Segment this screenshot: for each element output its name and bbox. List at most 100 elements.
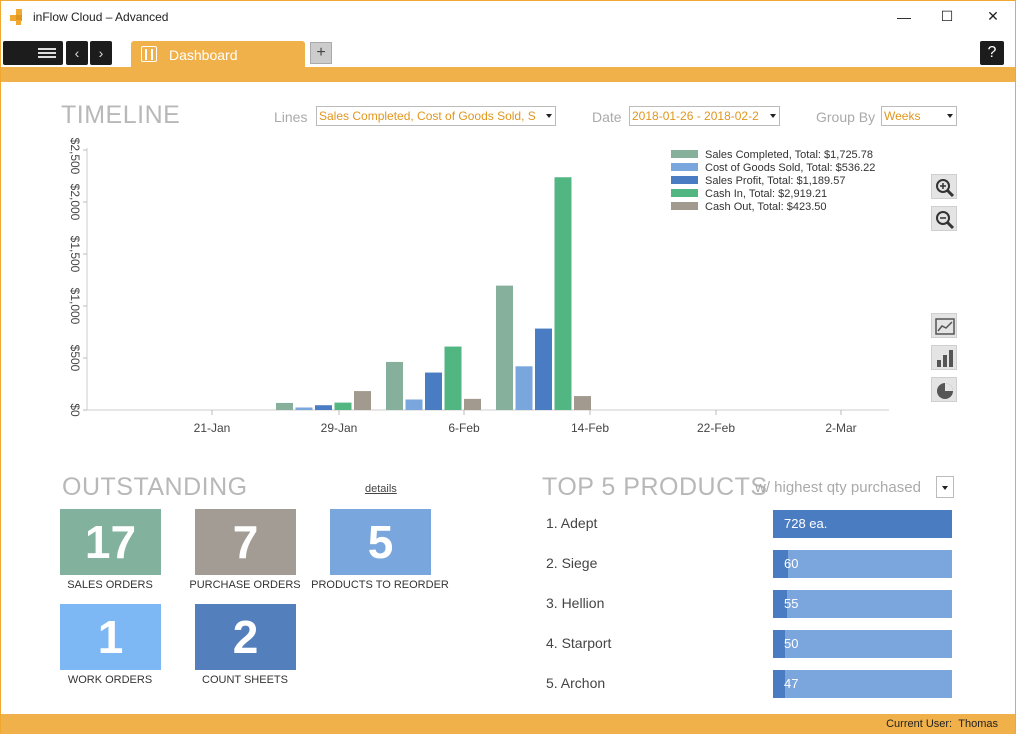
products-to-reorder-tile[interactable]: 5 bbox=[330, 509, 431, 575]
x-tick-label: 14-Feb bbox=[571, 421, 609, 435]
bar bbox=[315, 405, 332, 410]
x-tick-label: 21-Jan bbox=[194, 421, 231, 435]
pie-chart-icon bbox=[937, 383, 953, 399]
current-user-name: Thomas bbox=[958, 718, 998, 730]
y-tick-label: $1,000 bbox=[68, 288, 82, 325]
product-qty: 60 bbox=[784, 556, 799, 571]
bar bbox=[515, 366, 533, 410]
y-tick-label: $500 bbox=[68, 345, 82, 372]
purchase-orders-tile[interactable]: 7 bbox=[195, 509, 296, 575]
pie-chart-button[interactable] bbox=[931, 377, 957, 402]
products-to-reorder-label: PRODUCTS TO REORDER bbox=[311, 579, 449, 591]
line-chart-icon bbox=[935, 318, 955, 335]
legend-label: Sales Completed, Total: $1,725.78 bbox=[705, 149, 873, 161]
help-button[interactable]: ? bbox=[980, 41, 1004, 65]
x-tick-label: 22-Feb bbox=[697, 421, 735, 435]
x-tick-label: 6-Feb bbox=[448, 421, 480, 435]
legend-label: Cost of Goods Sold, Total: $536.22 bbox=[705, 162, 875, 174]
count-sheets-tile[interactable]: 2 bbox=[195, 604, 296, 670]
product-qty: 50 bbox=[784, 636, 799, 651]
legend-label: Cash Out, Total: $423.50 bbox=[705, 201, 827, 213]
legend-swatch bbox=[671, 163, 698, 171]
group-by-label: Group By bbox=[816, 109, 876, 125]
product-bar-fill bbox=[773, 550, 788, 578]
lines-select-value: Sales Completed, Cost of Goods Sold, S bbox=[319, 109, 536, 123]
forward-button[interactable]: › bbox=[90, 41, 112, 65]
product-name: 3. Hellion bbox=[546, 595, 605, 611]
date-select[interactable]: 2018-01-26 - 2018-02-2 bbox=[629, 106, 780, 126]
y-tick-label: $0 bbox=[68, 403, 82, 417]
product-bar-fill bbox=[773, 670, 785, 698]
product-bar[interactable]: 60 bbox=[773, 550, 952, 578]
back-button[interactable]: ‹ bbox=[66, 41, 88, 65]
product-name: 2. Siege bbox=[546, 555, 598, 571]
top-products-title: TOP 5 PRODUCTS bbox=[542, 473, 768, 501]
hamburger-menu-button[interactable] bbox=[3, 41, 63, 65]
chevron-down-icon bbox=[770, 114, 776, 118]
bar bbox=[496, 285, 513, 410]
y-tick-label: $1,500 bbox=[68, 236, 82, 273]
product-name: 5. Archon bbox=[546, 675, 606, 691]
x-tick-label: 2-Mar bbox=[825, 421, 856, 435]
product-bar-fill bbox=[773, 630, 786, 658]
lines-label: Lines bbox=[274, 109, 308, 125]
product-bar-fill bbox=[773, 590, 787, 618]
tab-bar: ‹ › Dashboard + ? bbox=[1, 39, 1015, 67]
legend-swatch bbox=[671, 150, 698, 158]
chevron-down-icon bbox=[947, 114, 953, 118]
zoom-in-icon bbox=[936, 179, 955, 198]
purchase-orders-label: PURCHASE ORDERS bbox=[189, 579, 301, 591]
zoom-in-button[interactable] bbox=[931, 174, 957, 199]
product-bar[interactable]: 47 bbox=[773, 670, 952, 698]
y-tick-label: $2,500 bbox=[68, 138, 82, 175]
date-label: Date bbox=[592, 109, 622, 125]
bar-chart-icon bbox=[937, 350, 953, 367]
dashboard-icon bbox=[141, 46, 157, 62]
close-button[interactable]: ✕ bbox=[987, 8, 999, 24]
group-by-select[interactable]: Weeks bbox=[881, 106, 957, 126]
window-title: inFlow Cloud – Advanced bbox=[33, 10, 169, 24]
sales-orders-label: SALES ORDERS bbox=[67, 579, 153, 591]
details-link[interactable]: details bbox=[365, 483, 397, 495]
line-chart-button[interactable] bbox=[931, 313, 957, 338]
zoom-out-button[interactable] bbox=[931, 206, 957, 231]
top-products-filter-label: w/ highest qty purchased bbox=[755, 479, 921, 496]
current-user: Current User: Thomas bbox=[886, 718, 998, 730]
tab-label: Dashboard bbox=[169, 47, 238, 63]
bar bbox=[425, 372, 442, 410]
x-tick-label: 29-Jan bbox=[321, 421, 358, 435]
bar bbox=[444, 346, 462, 410]
maximize-button[interactable]: ☐ bbox=[940, 8, 954, 24]
sales-orders-tile[interactable]: 17 bbox=[60, 509, 161, 575]
timeline-title: TIMELINE bbox=[61, 101, 181, 129]
top-products-filter-dropdown[interactable] bbox=[936, 476, 954, 498]
current-user-label: Current User: bbox=[886, 718, 953, 730]
group-by-select-value: Weeks bbox=[884, 109, 921, 123]
add-tab-button[interactable]: + bbox=[310, 42, 332, 64]
work-orders-label: WORK ORDERS bbox=[67, 674, 153, 686]
timeline-chart: $0 $500 $1,000 $1,500 $2,000 $2,500 21-Jan 29-J… bbox=[68, 138, 889, 435]
product-bar[interactable]: 728 ea. bbox=[773, 510, 952, 538]
outstanding-title: OUTSTANDING bbox=[62, 473, 248, 501]
bar bbox=[464, 398, 481, 410]
tab-dashboard[interactable]: Dashboard bbox=[131, 41, 305, 67]
product-bar[interactable]: 55 bbox=[773, 590, 952, 618]
bar-chart-button[interactable] bbox=[931, 345, 957, 370]
product-qty: 47 bbox=[784, 676, 799, 691]
bar bbox=[405, 399, 423, 410]
product-bar[interactable]: 50 bbox=[773, 630, 952, 658]
lines-select[interactable]: Sales Completed, Cost of Goods Sold, S bbox=[316, 106, 556, 126]
legend-label: Cash In, Total: $2,919.21 bbox=[705, 188, 827, 200]
zoom-out-icon bbox=[936, 211, 955, 230]
bar bbox=[574, 396, 591, 410]
product-qty: 55 bbox=[784, 596, 799, 611]
minimize-button[interactable]: — bbox=[897, 8, 911, 25]
date-select-value: 2018-01-26 - 2018-02-2 bbox=[632, 109, 759, 123]
bar bbox=[295, 407, 313, 410]
chevron-down-icon bbox=[942, 486, 948, 490]
legend-label: Sales Profit, Total: $1,189.57 bbox=[705, 175, 845, 187]
count-sheets-label: COUNT SHEETS bbox=[202, 674, 288, 686]
bar bbox=[386, 361, 403, 410]
work-orders-tile[interactable]: 1 bbox=[60, 604, 161, 670]
product-name: 1. Adept bbox=[546, 515, 598, 531]
